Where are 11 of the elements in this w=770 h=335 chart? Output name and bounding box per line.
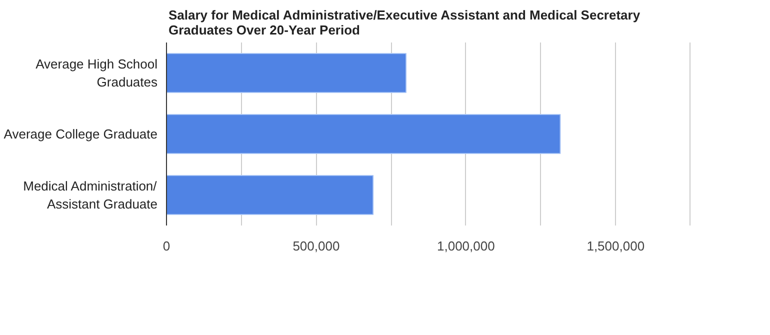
y-tick-label: Average College Graduate [4,126,158,142]
chart-title: Salary for Medical Administrative/Executive Assistant and Medical Secretary Graduates Over 20-Year Period [168,8,641,38]
bar [166,114,561,154]
x-tick-label: 500,000 [292,238,340,254]
x-tick-label: 0 [162,238,170,254]
bar [166,52,407,94]
x-tick-label: 1,000,000 [437,238,495,254]
x-tick-label: 1,500,000 [586,238,645,254]
y-tick-label: Average High School Graduates [36,56,158,90]
bar [166,174,374,216]
y-tick-label: Medical Administration/Assistant Graduate [23,178,158,212]
